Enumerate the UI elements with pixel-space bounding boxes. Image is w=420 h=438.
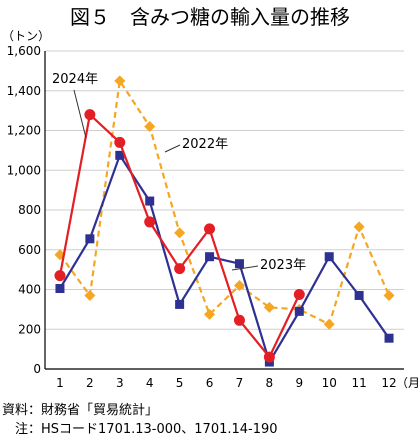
data-point <box>144 121 156 133</box>
data-point <box>323 318 335 330</box>
x-tick-label: 11 <box>351 376 366 390</box>
data-point <box>263 301 275 313</box>
series-line-0 <box>59 77 391 326</box>
y-tick-label: 800 <box>18 203 41 217</box>
data-point <box>114 75 126 87</box>
y-tick-label: 1,400 <box>7 84 41 98</box>
data-point <box>55 284 65 294</box>
data-point <box>354 290 364 300</box>
data-point <box>174 227 186 239</box>
series-0 <box>54 75 395 330</box>
data-point <box>115 150 125 160</box>
data-point <box>205 252 215 262</box>
x-tick-label: 9 <box>295 376 303 390</box>
data-point <box>174 263 186 275</box>
data-point <box>114 136 126 148</box>
y-unit-label: （トン） <box>2 29 50 43</box>
data-point <box>175 299 185 309</box>
x-tick-label: 6 <box>206 376 214 390</box>
data-point <box>234 259 244 269</box>
annotation-leader <box>231 265 259 271</box>
annotation-leader <box>164 144 181 153</box>
y-tick-label: 1,200 <box>7 124 41 138</box>
data-point <box>54 249 66 261</box>
note-text: 注：HSコード1701.13-000、1701.14-190 <box>2 422 278 437</box>
y-tick-label: 200 <box>18 322 41 336</box>
data-point <box>294 306 304 316</box>
x-tick-label: 8 <box>266 376 274 390</box>
x-tick-label: 7 <box>236 376 244 390</box>
y-tick-label: 600 <box>18 243 41 257</box>
data-point <box>144 216 156 228</box>
annotation-leader <box>73 89 87 139</box>
x-tick-label: 5 <box>176 376 184 390</box>
data-point <box>324 252 334 262</box>
x-tick-label: 10 <box>322 376 337 390</box>
x-tick-label: 4 <box>146 376 154 390</box>
data-point <box>383 289 395 301</box>
series-line-1 <box>59 152 390 365</box>
data-point <box>233 314 245 326</box>
data-point <box>54 270 66 282</box>
x-tick-label: 12 <box>381 376 396 390</box>
x-tick-label: 1 <box>56 376 64 390</box>
data-point <box>84 289 96 301</box>
y-tick-label: 1,000 <box>7 163 41 177</box>
data-point <box>204 223 216 235</box>
data-point <box>353 221 365 233</box>
annotation-label: 2023年 <box>260 258 306 273</box>
x-tick-label: 3 <box>116 376 124 390</box>
series-2 <box>54 109 305 363</box>
grid-layer <box>45 50 404 370</box>
y-tick-label: 0 <box>33 362 41 376</box>
annotation-layer: 2024年 2022年 2023年 <box>52 72 306 273</box>
annotation-label: 2024年 <box>52 72 98 87</box>
data-point <box>145 196 155 206</box>
data-point <box>85 234 95 244</box>
data-point <box>263 351 275 363</box>
series-layer <box>54 75 395 367</box>
x-unit-label: （月） <box>396 376 420 390</box>
y-tick-label: 1,600 <box>7 44 41 58</box>
x-tick-label: 2 <box>86 376 94 390</box>
chart-title: 図５ 含みつ糖の輸入量の推移 <box>70 5 350 29</box>
source-text: 資料：財務省「貿易統計」 <box>2 402 158 418</box>
annotation-label: 2022年 <box>182 137 228 152</box>
data-point <box>84 109 96 121</box>
data-point <box>293 288 305 300</box>
data-point <box>204 308 216 320</box>
y-tick-label: 400 <box>18 283 41 297</box>
data-point <box>233 280 245 292</box>
data-point <box>384 333 394 343</box>
series-1 <box>55 150 394 367</box>
